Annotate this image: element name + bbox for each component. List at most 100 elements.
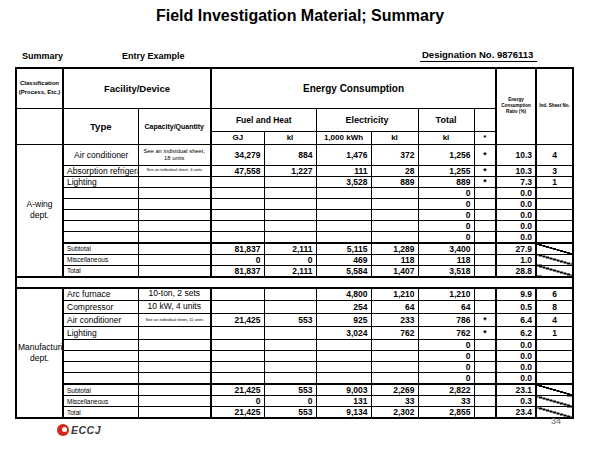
cell-ratio: 6.4 — [496, 314, 536, 327]
table-row: Compressor10 kW, 4 units25464640.58 — [16, 301, 573, 314]
table-row: 00.0 — [16, 220, 573, 231]
cell-type: Lighting — [63, 176, 138, 187]
cell-gj: 21,425 — [211, 384, 264, 396]
eccj-logo-icon — [57, 424, 69, 436]
cell-star — [474, 384, 496, 396]
cell-kle — [371, 231, 418, 243]
cell-klf — [264, 288, 316, 301]
header-row-groups: Classification (Process, Etc.) Facility/… — [16, 68, 573, 108]
classification-cell: Manufacturing dept. — [16, 288, 63, 419]
cell-klf: 2,111 — [264, 265, 316, 277]
cell-gj — [211, 220, 264, 231]
table-row: 00.0 — [16, 340, 573, 351]
table-row: A-wing dept.Air conditionerSee an indivi… — [16, 144, 573, 165]
cell-total: 0 — [418, 373, 474, 385]
cell-type — [63, 198, 138, 209]
cell-kwh — [316, 362, 371, 373]
cell-type: Air conditioner — [63, 314, 138, 327]
cell-star — [474, 220, 496, 231]
summary-row: Total21,4255539,1342,3022,85523.4 — [16, 407, 573, 419]
cell-sheet: 3 — [536, 165, 573, 176]
cell-kwh — [316, 351, 371, 362]
cell-sheet — [536, 396, 573, 407]
cell-star: * — [474, 327, 496, 340]
unit-kl-fuel: kl — [264, 131, 316, 144]
table-row: 00.0 — [16, 198, 573, 209]
unit-kwh: 1,000 kWh — [316, 131, 371, 144]
capacity-header: Capacity/Quantity — [138, 108, 211, 144]
cell-star — [474, 288, 496, 301]
cell-type: Absorption refrigerator — [63, 165, 138, 176]
electricity-header: Electricity — [316, 108, 418, 131]
table-row: Air conditionerSee an individual sheet, … — [16, 314, 573, 327]
cell-kwh: 3,024 — [316, 327, 371, 340]
fuel-heat-header: Fuel and Heat — [211, 108, 316, 131]
cell-star — [474, 231, 496, 243]
cell-klf — [264, 351, 316, 362]
cell-star — [474, 198, 496, 209]
cell-sheet — [536, 209, 573, 220]
cell-sheet — [536, 362, 573, 373]
cell-cap: See an individual sheet, 11 units — [138, 314, 211, 327]
cell-kwh: 3,528 — [316, 176, 371, 187]
cell-type — [63, 362, 138, 373]
cell-kwh: 131 — [316, 396, 371, 407]
cell-klf — [264, 373, 316, 385]
cell-ratio: 10.3 — [496, 144, 536, 165]
cell-ratio: 0.0 — [496, 231, 536, 243]
table-row: Absorption refrigeratorSee an individual… — [16, 165, 573, 176]
cell-type — [63, 231, 138, 243]
cell-gj — [211, 176, 264, 187]
designation-number: Designation No. 9876113 — [420, 49, 537, 62]
energy-ratio-header: Energy Consumption Ratio (%) — [496, 68, 536, 144]
cell-sheet — [536, 220, 573, 231]
cell-kle: 118 — [371, 254, 418, 265]
cell-cap — [138, 209, 211, 220]
section-manufacturing: Manufacturing dept.Arc furnace10-ton, 2 … — [16, 288, 573, 419]
cell-kle: 33 — [371, 396, 418, 407]
page-title: Field Investigation Material; Summary — [0, 7, 600, 25]
cell-star: * — [474, 165, 496, 176]
cell-cap — [138, 373, 211, 385]
cell-kle: 64 — [371, 301, 418, 314]
cell-kle — [371, 362, 418, 373]
cell-kle — [371, 198, 418, 209]
cell-star — [474, 187, 496, 198]
summary-row: Subtotal81,8372,1115,1151,2893,40027.9 — [16, 243, 573, 255]
cell-kwh: 254 — [316, 301, 371, 314]
cell-type — [63, 220, 138, 231]
cell-klf — [264, 340, 316, 351]
cell-cap — [138, 340, 211, 351]
cell-sheet — [536, 384, 573, 396]
cell-klf — [264, 327, 316, 340]
cell-star: * — [474, 176, 496, 187]
cell-gj — [211, 209, 264, 220]
table-row: 00.0 — [16, 231, 573, 243]
cell-ratio: 0.5 — [496, 301, 536, 314]
cell-gj — [211, 288, 264, 301]
table-header: Classification (Process, Etc.) Facility/… — [16, 68, 573, 144]
unit-kl-elec: kl — [371, 131, 418, 144]
unit-kl-total: kl — [418, 131, 474, 144]
cell-cap — [138, 187, 211, 198]
cell-sheet: 4 — [536, 314, 573, 327]
cell-klf — [264, 220, 316, 231]
cell-kwh: 1,476 — [316, 144, 371, 165]
cell-total: 3,518 — [418, 265, 474, 277]
cell-total: 0 — [418, 198, 474, 209]
cell-type: Subtotal — [63, 384, 138, 396]
cell-total: 1,255 — [418, 165, 474, 176]
summary-row: Total81,8372,1115,5841,4073,51828.8 — [16, 265, 573, 277]
ind-sheet-no-header: Ind. Sheet No. — [536, 68, 573, 144]
summary-row: Miscellaneous004691181181.0 — [16, 254, 573, 265]
section-a-wing: A-wing dept.Air conditionerSee an indivi… — [16, 144, 573, 277]
cell-gj — [211, 327, 264, 340]
cell-kwh — [316, 340, 371, 351]
cell-ratio: 0.0 — [496, 209, 536, 220]
cell-ratio: 9.9 — [496, 288, 536, 301]
eccj-logo: ECCJ — [57, 424, 101, 436]
cell-type — [63, 209, 138, 220]
cell-sheet — [536, 340, 573, 351]
cell-type — [63, 351, 138, 362]
cell-klf — [264, 187, 316, 198]
